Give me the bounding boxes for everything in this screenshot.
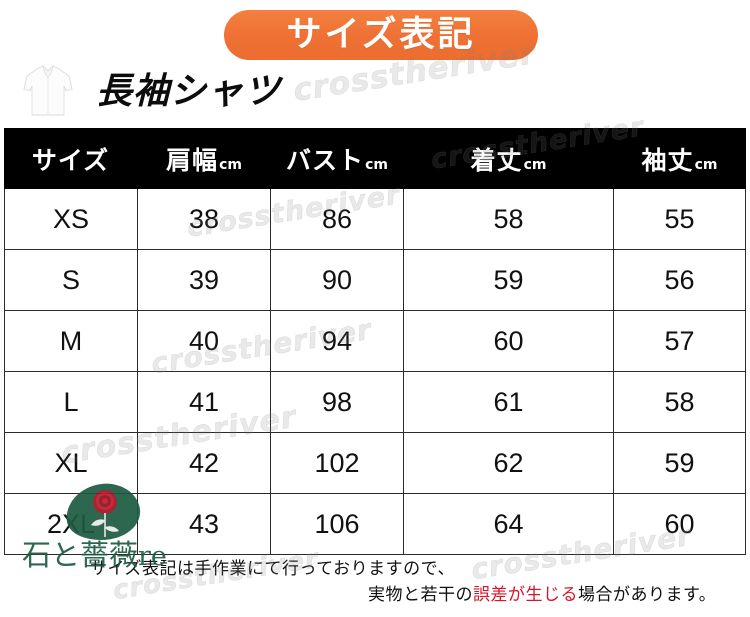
table-row: XL 42 102 62 59 xyxy=(4,432,746,494)
size-table-header: サイズ 肩幅 cm バスト cm xyxy=(4,128,746,189)
column-header-shoulder: 肩幅 cm xyxy=(137,128,271,189)
cell-sleeve: 55 xyxy=(613,188,746,250)
cell-length: 59 xyxy=(403,249,614,311)
cell-size: S xyxy=(4,249,138,311)
note-line-2-post: 場合があります。 xyxy=(578,585,717,606)
cell-bust: 90 xyxy=(270,249,404,311)
cell-size: M xyxy=(4,310,138,372)
product-heading: 長袖シャツ xyxy=(0,57,750,127)
note-line-2-emphasis: 誤差が生じる xyxy=(473,585,578,606)
cell-sleeve: 59 xyxy=(613,432,746,494)
size-table: サイズ 肩幅 cm バスト cm xyxy=(4,128,746,555)
note-line-1: サイズ表記は手作業にて行っておりますので、 xyxy=(90,559,455,579)
cell-shoulder: 43 xyxy=(137,493,271,555)
cell-bust: 98 xyxy=(270,371,404,433)
table-row: XS 38 86 58 55 xyxy=(4,188,746,250)
cell-size: XL xyxy=(4,432,138,494)
cell-size: L xyxy=(4,371,138,433)
table-header-row: サイズ 肩幅 cm バスト cm xyxy=(4,128,746,189)
column-header-size: サイズ xyxy=(4,128,138,189)
product-name: 長袖シャツ xyxy=(96,71,282,112)
cell-shoulder: 41 xyxy=(137,371,271,433)
cell-length: 60 xyxy=(403,310,614,372)
cell-sleeve: 60 xyxy=(613,493,746,555)
cell-bust: 106 xyxy=(270,493,404,555)
cell-length: 58 xyxy=(403,188,614,250)
cell-bust: 102 xyxy=(270,432,404,494)
column-header-sleeve: 袖丈 cm xyxy=(613,128,746,189)
table-row: M 40 94 60 57 xyxy=(4,310,746,372)
column-header-length: 着丈 cm xyxy=(403,128,614,189)
cell-shoulder: 42 xyxy=(137,432,271,494)
note-line-2: 実物と若干の誤差が生じる場合があります。 xyxy=(0,582,750,608)
cell-sleeve: 57 xyxy=(613,310,746,372)
column-header-bust: バスト cm xyxy=(270,128,404,189)
cell-sleeve: 56 xyxy=(613,249,746,311)
footer-notes: サイズ表記は手作業にて行っておりますので、 実物と若干の誤差が生じる場合がありま… xyxy=(0,556,750,609)
cell-size: XS xyxy=(4,188,138,250)
table-row: S 39 90 59 56 xyxy=(4,249,746,311)
note-line-2-pre: 実物と若干の xyxy=(368,585,473,606)
cell-shoulder: 39 xyxy=(137,249,271,311)
long-sleeve-shirt-photo xyxy=(12,59,84,125)
table-row: L 41 98 61 58 xyxy=(4,371,746,433)
cell-bust: 94 xyxy=(270,310,404,372)
cell-length: 62 xyxy=(403,432,614,494)
cell-length: 61 xyxy=(403,371,614,433)
cell-length: 64 xyxy=(403,493,614,555)
cell-bust: 86 xyxy=(270,188,404,250)
cell-shoulder: 38 xyxy=(137,188,271,250)
cell-shoulder: 40 xyxy=(137,310,271,372)
cell-sleeve: 58 xyxy=(613,371,746,433)
size-chart-title-text: サイズ表記 xyxy=(286,14,476,55)
size-table-body: XS 38 86 58 55 S 39 90 59 56 M 40 94 60 … xyxy=(4,188,746,555)
table-row: 2XL 43 106 64 60 xyxy=(4,493,746,555)
size-chart-title-badge: サイズ表記 xyxy=(224,10,538,60)
cell-size: 2XL xyxy=(4,493,138,555)
